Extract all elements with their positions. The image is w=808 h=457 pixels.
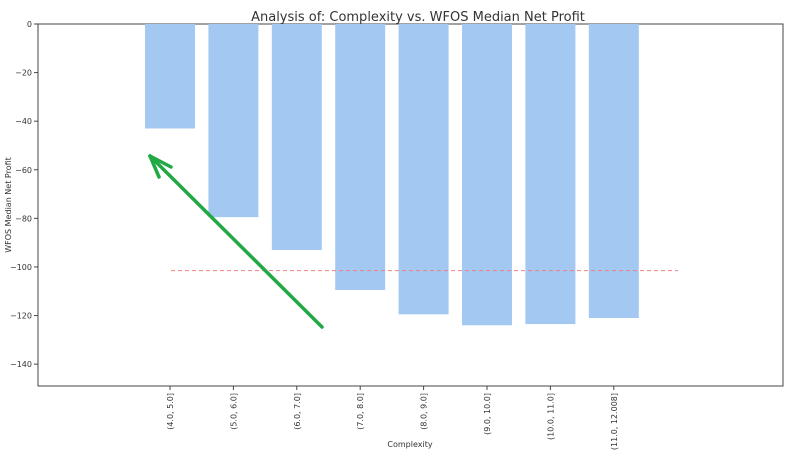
bars-layer [145,24,639,326]
bar [398,24,449,315]
bar [588,24,639,318]
x-axis-label: Complexity [387,440,432,449]
x-tick-label: (7.0, 8.0] [356,393,365,430]
y-tick-label: −140 [10,360,32,369]
x-tick-label: (6.0, 7.0] [293,393,302,430]
bar [462,24,512,326]
x-tick-label: (5.0, 6.0] [229,393,238,430]
y-tick-label: −100 [10,263,32,272]
chart-title: Analysis of: Complexity vs. WFOS Median … [251,10,585,25]
x-tick-label: (10.0, 11.0] [546,393,555,440]
y-tick-label: −60 [15,166,32,175]
bar [335,24,386,291]
y-axis-label: WFOS Median Net Profit [4,157,13,253]
bar [271,24,322,250]
x-axis: (4.0, 5.0] (5.0, 6.0] (6.0, 7.0] (7.0, 8.0]… [166,386,619,450]
x-tick-label: (8.0, 9.0] [420,393,429,430]
x-tick-label: (11.0, 12.008] [610,393,619,450]
y-tick-label: −40 [15,117,32,126]
y-tick-label: −20 [15,69,32,78]
bar [208,24,259,218]
y-tick-label: −120 [10,312,32,321]
x-tick-label: (9.0, 10.0] [483,393,492,435]
y-tick-label: −80 [15,214,32,223]
y-tick-label: 0 [27,20,32,29]
bar [525,24,576,325]
y-axis: 0 −20 −40 −60 −80 −100 −120 −140 [10,20,38,369]
bar [145,24,195,129]
x-tick-label: (4.0, 5.0] [166,393,175,430]
annotation-arrow [148,154,324,329]
